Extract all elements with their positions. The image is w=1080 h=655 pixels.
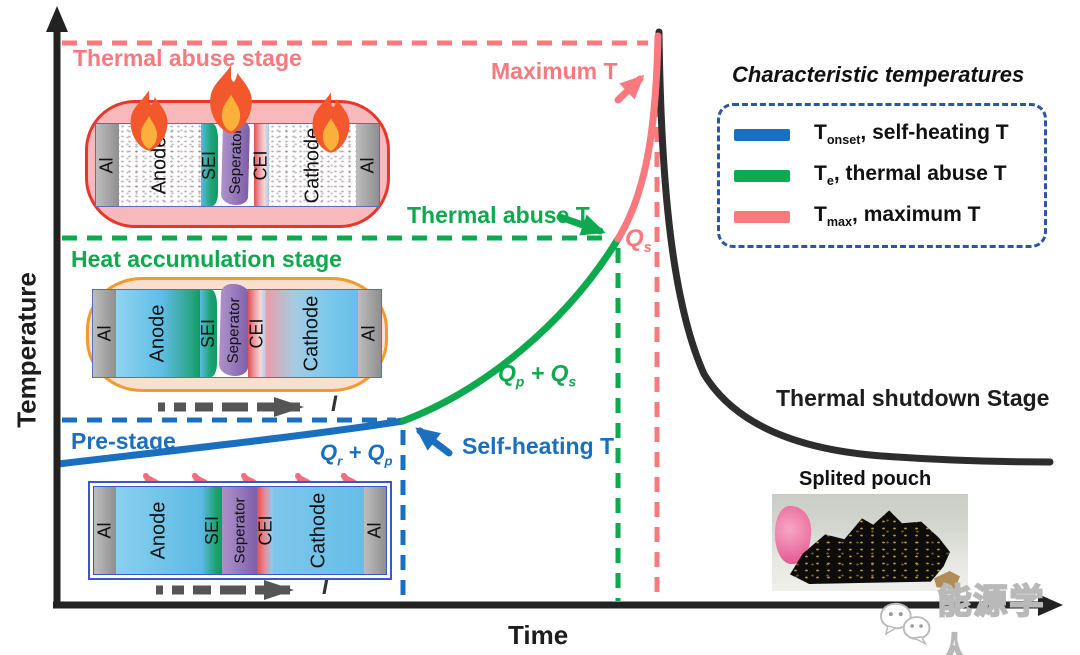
x-axis-label: Time — [508, 620, 569, 650]
splited-pouch-photo — [772, 494, 968, 591]
layer-cei: CEI — [247, 290, 267, 377]
x-axis-arrowhead — [1038, 594, 1063, 616]
layer-seperator: Seperator — [218, 283, 250, 377]
watermark: 能源学人 — [878, 574, 1080, 655]
maximum-t-label: Maximum T — [491, 58, 618, 84]
thermal-abuse-t-label: Thermal abuse T — [407, 202, 590, 228]
self-heating-t-label: Self-heating T — [462, 433, 615, 459]
pouch-caption: Splited pouch — [799, 468, 932, 490]
watermark-text: 能源学人 — [936, 581, 1046, 655]
wechat-icon — [879, 602, 931, 646]
legend-item-tonset: Tonset, self-heating T — [734, 121, 1030, 148]
layer-al: Al — [364, 487, 386, 574]
pre-stage-curve — [54, 417, 407, 468]
te-color-swatch — [734, 169, 790, 182]
layer-al: Al — [357, 290, 381, 377]
heat-accumulation-curve — [399, 235, 622, 425]
layer-cei: CEI — [251, 124, 271, 206]
thermal-abuse-t-arrow — [556, 213, 606, 236]
flame-icon — [205, 64, 257, 136]
thermal-abuse-stage-label: Thermal abuse stage — [73, 45, 302, 71]
cardboard-piece — [934, 571, 960, 589]
heat-accumulation-stage-label: Heat accumulation stage — [71, 246, 342, 272]
separator-gap — [216, 290, 220, 377]
current-label-pre: I — [322, 574, 329, 599]
layer-anode: Anode — [115, 487, 203, 574]
qr-plus-qp-label: Qr + Qp — [320, 440, 393, 469]
layer-sei: SEI — [202, 487, 223, 574]
legend-item-label: Te, thermal abuse T — [814, 162, 1007, 189]
y-axis-arrowhead — [46, 6, 68, 32]
layer-al: Al — [356, 124, 379, 206]
tonset-color-swatch — [734, 128, 790, 141]
battery-diagram-heat-accumulation: Al Anode SEI Seperator CEI Cathode Al — [92, 283, 382, 378]
legend-item-tmax: Tmax, maximum T — [734, 203, 1030, 230]
layer-anode: Anode — [116, 290, 200, 377]
separator-gap — [217, 124, 222, 206]
layer-al: Al — [94, 487, 116, 574]
maximum-t-arrow — [614, 74, 645, 104]
thermal-shutdown-curve — [655, 28, 1054, 466]
qp-plus-qs-label: Qp + Qs — [498, 360, 577, 390]
layer-seperator: Seperator — [222, 487, 258, 574]
qs-label: Qs — [625, 225, 652, 256]
legend-item-te: Te, thermal abuse T — [734, 162, 1030, 189]
flame-icon — [126, 90, 172, 152]
tmax-color-swatch — [734, 210, 790, 223]
separator-gap — [248, 124, 255, 206]
layer-cathode: Cathode — [273, 487, 365, 574]
legend-item-label: Tonset, self-heating T — [814, 121, 1009, 148]
flame-icon — [308, 92, 354, 154]
layer-sei: SEI — [198, 290, 218, 377]
burnt-pouch-cell — [790, 510, 950, 584]
thermal-shutdown-stage-label: Thermal shutdown Stage — [776, 385, 1050, 411]
legend-title: Characteristic temperatures — [732, 62, 1025, 87]
layer-cei: CEI — [255, 487, 275, 574]
legend-item-label: Tmax, maximum T — [814, 203, 981, 230]
self-heating-t-arrow — [415, 427, 453, 457]
layer-al: Al — [96, 124, 119, 206]
pre-stage-label: Pre-stage — [71, 428, 176, 454]
thermal-abuse-curve — [614, 32, 662, 243]
battery-diagram-pre-stage: Al Anode SEI Seperator CEI Cathode Al — [88, 481, 392, 580]
legend-box: Tonset, self-heating T Te, thermal abuse… — [717, 103, 1047, 248]
layer-al: Al — [93, 290, 117, 377]
layer-sei: SEI — [199, 124, 219, 206]
current-label-accum: I — [331, 391, 338, 416]
y-axis-label: Temperature — [11, 272, 42, 428]
layer-cathode: Cathode — [265, 290, 358, 377]
